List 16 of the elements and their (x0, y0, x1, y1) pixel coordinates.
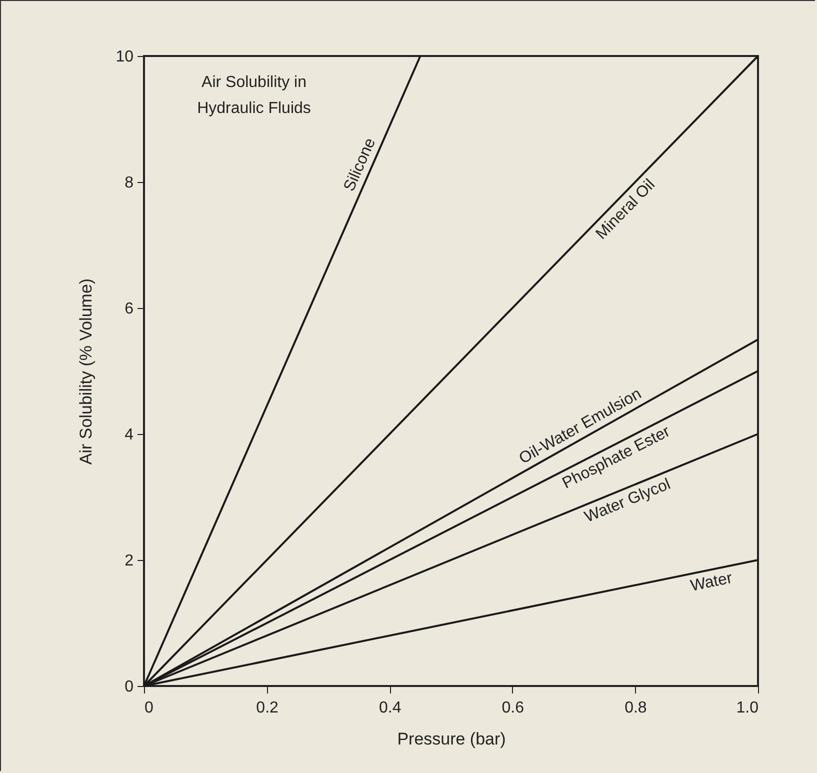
y-tick-label: 0 (124, 678, 134, 696)
y-axis-title: Air Solubility (% Volume) (76, 278, 96, 465)
text: Water (689, 570, 734, 595)
x-tick-label: 0 (144, 700, 154, 716)
y-tick-label: 8 (124, 174, 134, 192)
x-tick-label: 0.2 (256, 700, 279, 716)
y-tick-label: 10 (116, 48, 134, 66)
text: Air Solubility in Hydraulic Fluids (197, 74, 311, 117)
y-tick-label: 6 (124, 300, 134, 318)
y-tick-label: 4 (124, 426, 134, 444)
x-tick-label: 1.0 (736, 700, 759, 716)
x-tick-label: 0.8 (624, 700, 647, 716)
x-axis-title: Pressure (bar) (397, 730, 506, 748)
x-tick-label: 0.4 (378, 700, 402, 716)
x-tick-label: 0.6 (502, 700, 524, 716)
y-tick-label: 2 (124, 552, 134, 570)
